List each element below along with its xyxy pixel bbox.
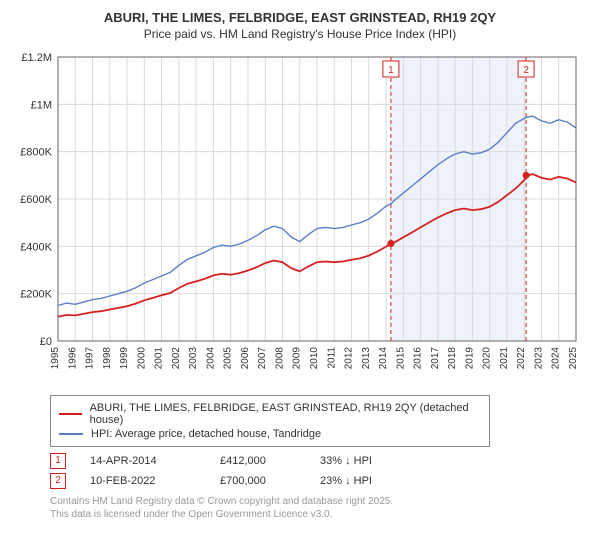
svg-text:2016: 2016 — [413, 347, 424, 370]
svg-text:2: 2 — [523, 65, 529, 76]
svg-text:2003: 2003 — [188, 347, 199, 370]
svg-text:2008: 2008 — [274, 347, 285, 370]
footer-line-1: Contains HM Land Registry data © Crown c… — [50, 495, 590, 508]
svg-text:2022: 2022 — [516, 347, 527, 370]
chart-svg: £0 £200K £400K £600K £800K £1M £1.2M 1995 1996 19… — [10, 49, 590, 389]
legend-item-property: ABURI, THE LIMES, FELBRIDGE, EAST GRINST… — [59, 402, 481, 426]
svg-text:2024: 2024 — [551, 347, 562, 370]
svg-text:1997: 1997 — [85, 347, 96, 370]
marker-price-2: £700,000 — [220, 475, 320, 487]
markers-table: 1 14-APR-2014 £412,000 33% ↓ HPI 2 10-FE… — [50, 453, 590, 489]
svg-text:£800K: £800K — [20, 147, 52, 159]
svg-text:£1.2M: £1.2M — [21, 52, 52, 64]
footer: Contains HM Land Registry data © Crown c… — [50, 495, 590, 521]
svg-text:1996: 1996 — [67, 347, 78, 370]
svg-text:£600K: £600K — [20, 194, 52, 206]
svg-text:£1M: £1M — [31, 99, 52, 111]
chart-subtitle: Price paid vs. HM Land Registry's House … — [10, 27, 590, 41]
legend-box: ABURI, THE LIMES, FELBRIDGE, EAST GRINST… — [50, 395, 490, 447]
svg-text:2014: 2014 — [378, 347, 389, 370]
marker-row-2: 2 10-FEB-2022 £700,000 23% ↓ HPI — [50, 473, 590, 489]
svg-text:2019: 2019 — [464, 347, 475, 370]
svg-text:2002: 2002 — [171, 347, 182, 370]
svg-text:2000: 2000 — [136, 347, 147, 370]
svg-text:1998: 1998 — [102, 347, 113, 370]
plot-area: £0 £200K £400K £600K £800K £1M £1.2M 1995 1996 19… — [10, 49, 590, 389]
svg-text:2006: 2006 — [240, 347, 251, 370]
legend-swatch-hpi — [59, 433, 83, 435]
marker-badge-2: 2 — [50, 473, 66, 489]
svg-text:1: 1 — [388, 65, 394, 76]
svg-text:2010: 2010 — [309, 347, 320, 370]
svg-text:2021: 2021 — [499, 347, 510, 370]
svg-text:2017: 2017 — [430, 347, 441, 370]
marker-date-1: 14-APR-2014 — [90, 455, 220, 467]
svg-text:2015: 2015 — [395, 347, 406, 370]
legend-label-hpi: HPI: Average price, detached house, Tand… — [91, 428, 321, 440]
legend-item-hpi: HPI: Average price, detached house, Tand… — [59, 428, 481, 440]
svg-text:2025: 2025 — [568, 347, 579, 370]
svg-text:2011: 2011 — [326, 347, 337, 369]
marker-row-1: 1 14-APR-2014 £412,000 33% ↓ HPI — [50, 453, 590, 469]
svg-text:£400K: £400K — [20, 241, 52, 253]
svg-text:£200K: £200K — [20, 289, 52, 301]
svg-text:2007: 2007 — [257, 347, 268, 370]
svg-text:2012: 2012 — [344, 347, 355, 370]
svg-text:2020: 2020 — [482, 347, 493, 370]
svg-text:2004: 2004 — [205, 347, 216, 370]
marker-pct-2: 23% ↓ HPI — [320, 475, 440, 487]
legend-label-property: ABURI, THE LIMES, FELBRIDGE, EAST GRINST… — [90, 402, 481, 426]
svg-text:2005: 2005 — [223, 347, 234, 370]
svg-text:2023: 2023 — [533, 347, 544, 370]
legend-swatch-property — [59, 413, 82, 415]
svg-text:1999: 1999 — [119, 347, 130, 370]
svg-text:1995: 1995 — [50, 347, 61, 370]
marker-date-2: 10-FEB-2022 — [90, 475, 220, 487]
svg-text:2001: 2001 — [154, 347, 165, 370]
svg-text:2018: 2018 — [447, 347, 458, 370]
svg-text:2009: 2009 — [292, 347, 303, 370]
footer-line-2: This data is licensed under the Open Gov… — [50, 508, 590, 521]
chart-title: ABURI, THE LIMES, FELBRIDGE, EAST GRINST… — [10, 10, 590, 25]
svg-text:2013: 2013 — [361, 347, 372, 370]
svg-text:£0: £0 — [40, 336, 52, 348]
marker-badge-1: 1 — [50, 453, 66, 469]
marker-price-1: £412,000 — [220, 455, 320, 467]
marker-pct-1: 33% ↓ HPI — [320, 455, 440, 467]
